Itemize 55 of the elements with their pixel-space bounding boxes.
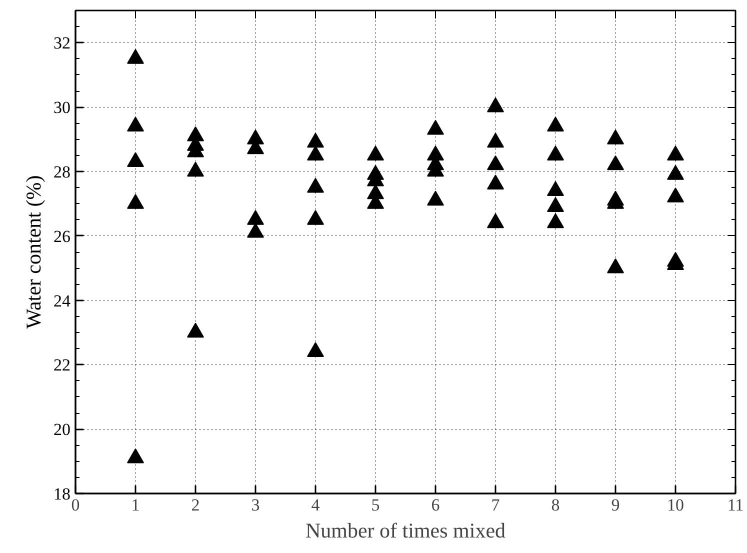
point	[307, 146, 324, 161]
y-tick-label: 30	[54, 98, 70, 118]
x-tick-label: 0	[71, 496, 80, 514]
x-axis-title: Number of times mixed	[305, 518, 506, 542]
point	[127, 116, 144, 132]
point	[547, 146, 564, 161]
point	[607, 258, 624, 274]
x-tick-label: 6	[431, 496, 440, 514]
point	[487, 155, 504, 170]
point	[127, 448, 144, 464]
y-tick-label: 22	[54, 356, 70, 375]
point	[187, 322, 204, 338]
point	[607, 155, 624, 170]
point	[127, 194, 144, 209]
point	[307, 342, 324, 357]
x-tick-label: 9	[611, 496, 620, 514]
y-tick-label: 24	[54, 291, 71, 310]
x-tick-label: 8	[551, 496, 560, 514]
x-tick-label: 4	[311, 496, 320, 514]
point	[247, 210, 264, 225]
point	[187, 162, 204, 177]
x-tick-label: 1	[131, 496, 140, 514]
point	[127, 49, 144, 64]
point	[307, 132, 324, 148]
x-tick-label: 2	[191, 496, 200, 514]
point	[667, 146, 684, 161]
y-axis-title: Water content (%)	[22, 175, 46, 329]
point	[547, 197, 564, 212]
x-tick-label: 10	[667, 496, 684, 514]
y-tick-label: 20	[54, 420, 70, 440]
point	[547, 116, 564, 132]
point	[667, 164, 684, 180]
point	[607, 130, 624, 144]
point	[307, 178, 324, 193]
y-tick-label: 26	[54, 226, 70, 246]
x-tick-label: 7	[491, 496, 500, 514]
point	[547, 213, 564, 228]
point	[487, 213, 504, 228]
point	[487, 174, 504, 190]
y-tick-label: 28	[54, 162, 70, 182]
point	[307, 210, 324, 225]
point	[427, 190, 444, 206]
point	[367, 146, 384, 161]
point	[487, 97, 504, 112]
point	[487, 132, 504, 148]
point	[127, 152, 144, 167]
y-tick-label: 32	[54, 34, 70, 53]
x-tick-label: 5	[371, 496, 380, 514]
point	[427, 120, 444, 135]
point	[547, 181, 564, 196]
y-tick-label: 18	[54, 484, 70, 504]
x-tick-label: 3	[251, 496, 260, 514]
point	[247, 222, 264, 238]
point	[667, 188, 684, 202]
x-tick-label: 11	[727, 496, 744, 514]
